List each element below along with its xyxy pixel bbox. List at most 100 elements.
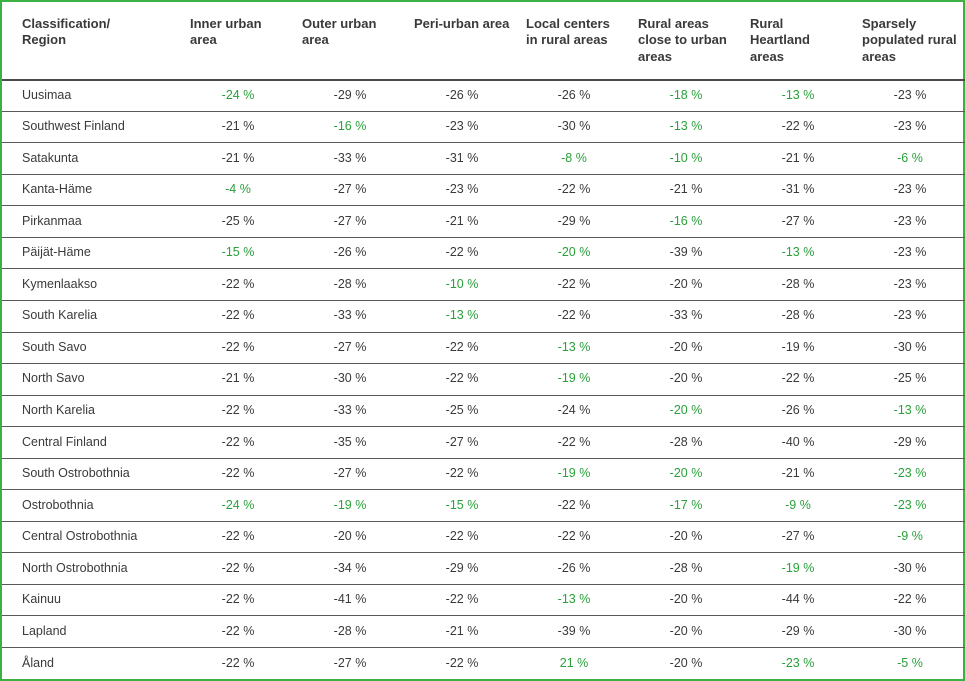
value-cell: -29 % [518,206,630,238]
value-cell: -16 % [294,111,406,143]
region-cell: Central Finland [2,427,182,459]
value-cell: -19 % [518,364,630,396]
value-cell: -6 % [854,143,965,175]
table-row: Southwest Finland-21 %-16 %-23 %-30 %-13… [2,111,965,143]
value-cell: -31 % [406,143,518,175]
value-cell: -26 % [518,553,630,585]
value-cell: -20 % [630,616,742,648]
value-cell: -22 % [518,521,630,553]
table-row: Kymenlaakso-22 %-28 %-10 %-22 %-20 %-28 … [2,269,965,301]
value-cell: -26 % [742,395,854,427]
value-cell: -20 % [630,395,742,427]
value-cell: -22 % [182,300,294,332]
region-cell: Åland [2,647,182,679]
value-cell: -13 % [406,300,518,332]
value-cell: -30 % [854,616,965,648]
value-cell: -27 % [294,332,406,364]
value-cell: -23 % [854,269,965,301]
value-cell: -23 % [854,237,965,269]
value-cell: -22 % [182,458,294,490]
value-cell: -24 % [518,395,630,427]
region-cell: Kanta-Häme [2,174,182,206]
table-row: Päijät-Häme-15 %-26 %-22 %-20 %-39 %-13 … [2,237,965,269]
value-cell: -10 % [630,143,742,175]
region-cell: Pirkanmaa [2,206,182,238]
value-cell: -20 % [294,521,406,553]
value-cell: -21 % [182,111,294,143]
value-cell: -9 % [854,521,965,553]
value-cell: -22 % [182,584,294,616]
value-cell: -17 % [630,490,742,522]
value-cell: -13 % [742,80,854,112]
value-cell: -21 % [406,206,518,238]
value-cell: -23 % [854,458,965,490]
value-cell: -29 % [294,80,406,112]
value-cell: -28 % [630,553,742,585]
value-cell: -39 % [518,616,630,648]
value-cell: -22 % [182,427,294,459]
value-cell: -20 % [630,521,742,553]
value-cell: -20 % [630,364,742,396]
value-cell: -33 % [630,300,742,332]
table-row: Ostrobothnia-24 %-19 %-15 %-22 %-17 %-9 … [2,490,965,522]
region-cell: Southwest Finland [2,111,182,143]
value-cell: -23 % [854,111,965,143]
value-cell: -21 % [182,364,294,396]
value-cell: -27 % [294,174,406,206]
region-cell: Kymenlaakso [2,269,182,301]
region-cell: South Karelia [2,300,182,332]
value-cell: -22 % [406,332,518,364]
value-cell: -35 % [294,427,406,459]
value-cell: 21 % [518,647,630,679]
value-cell: -41 % [294,584,406,616]
value-cell: -22 % [406,647,518,679]
table-row: Lapland-22 %-28 %-21 %-39 %-20 %-29 %-30… [2,616,965,648]
col-header-1: Inner urban area [182,2,294,80]
value-cell: -15 % [406,490,518,522]
value-cell: -30 % [294,364,406,396]
value-cell: -22 % [742,364,854,396]
table-row: Uusimaa-24 %-29 %-26 %-26 %-18 %-13 %-23… [2,80,965,112]
value-cell: -20 % [630,647,742,679]
value-cell: -24 % [182,490,294,522]
region-cell: Lapland [2,616,182,648]
value-cell: -13 % [742,237,854,269]
value-cell: -25 % [854,364,965,396]
value-cell: -28 % [742,300,854,332]
value-cell: -19 % [518,458,630,490]
region-cell: Ostrobothnia [2,490,182,522]
value-cell: -5 % [854,647,965,679]
value-cell: -23 % [742,647,854,679]
value-cell: -23 % [854,206,965,238]
value-cell: -22 % [518,269,630,301]
col-header-5: Rural areas close to urban areas [630,2,742,80]
col-header-4: Local centers in rural areas [518,2,630,80]
value-cell: -29 % [742,616,854,648]
region-cell: South Savo [2,332,182,364]
value-cell: -30 % [518,111,630,143]
value-cell: -19 % [294,490,406,522]
region-cell: Päijät-Häme [2,237,182,269]
value-cell: -13 % [518,584,630,616]
col-header-region: Classification/Region [2,2,182,80]
value-cell: -21 % [742,458,854,490]
table-row: North Ostrobothnia-22 %-34 %-29 %-26 %-2… [2,553,965,585]
value-cell: -22 % [518,490,630,522]
value-cell: -9 % [742,490,854,522]
value-cell: -22 % [742,111,854,143]
value-cell: -28 % [294,616,406,648]
value-cell: -19 % [742,332,854,364]
value-cell: -27 % [294,458,406,490]
value-cell: -22 % [406,364,518,396]
value-cell: -22 % [854,584,965,616]
table-row: Satakunta-21 %-33 %-31 %-8 %-10 %-21 %-6… [2,143,965,175]
value-cell: -28 % [742,269,854,301]
value-cell: -20 % [630,269,742,301]
region-cell: North Savo [2,364,182,396]
value-cell: -8 % [518,143,630,175]
value-cell: -22 % [518,174,630,206]
data-table-frame: Classification/RegionInner urban areaOut… [0,0,965,681]
value-cell: -23 % [854,174,965,206]
value-cell: -22 % [518,300,630,332]
table-row: South Savo-22 %-27 %-22 %-13 %-20 %-19 %… [2,332,965,364]
